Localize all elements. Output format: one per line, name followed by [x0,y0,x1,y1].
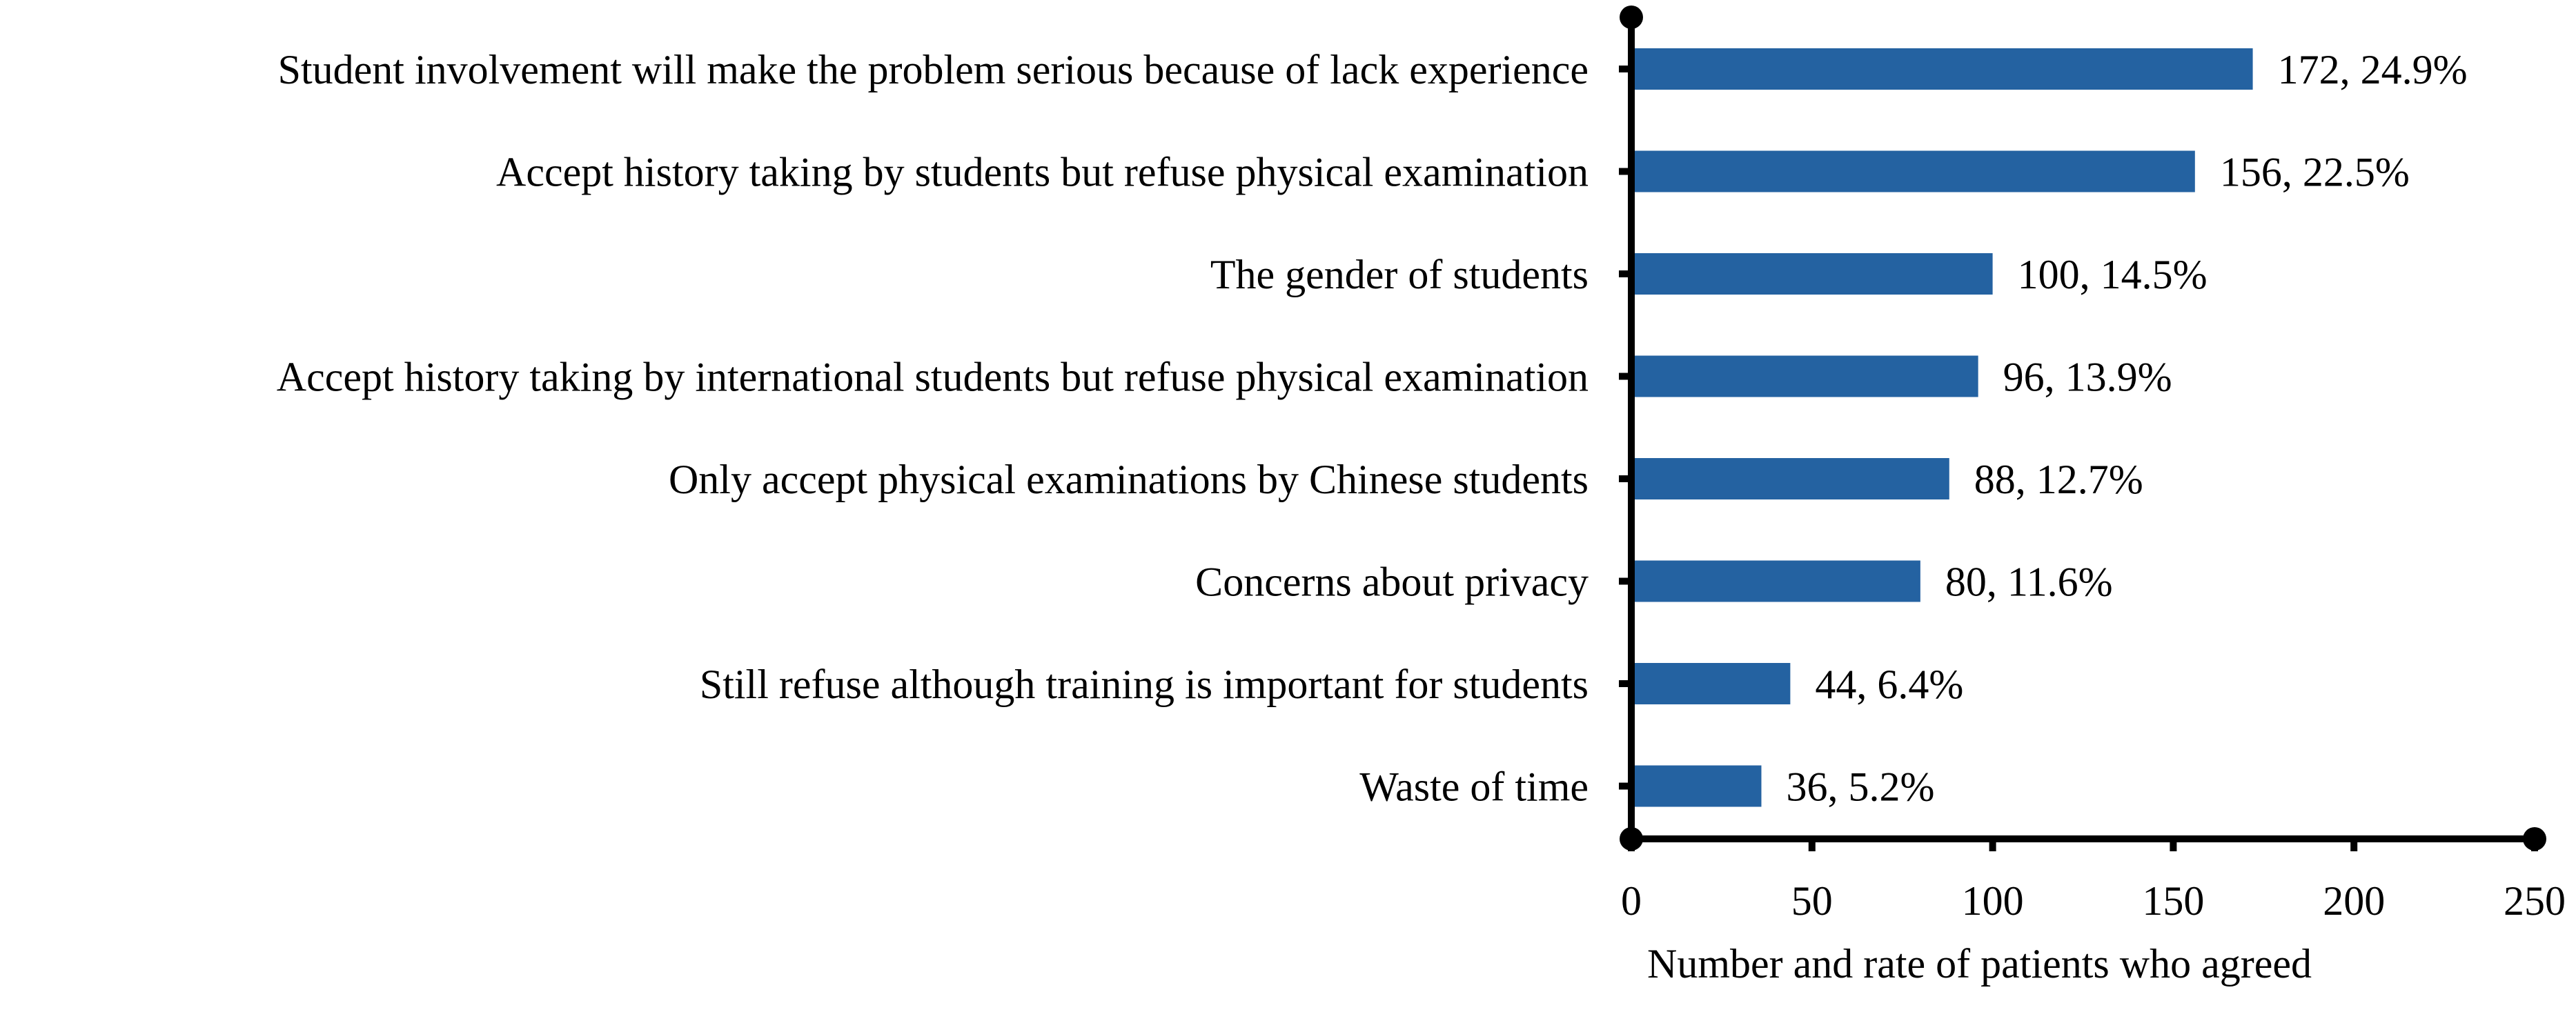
x-tick-label: 200 [2323,878,2385,924]
x-tick-label: 100 [1962,878,2024,924]
category-label: The gender of students [1210,252,1589,297]
labels-layer: Student involvement will make the proble… [277,47,2566,987]
bar [1631,458,1949,499]
x-tick-label: 50 [1791,878,1833,924]
category-label: Only accept physical examinations by Chi… [669,457,1589,502]
category-label: Waste of time [1359,764,1589,810]
category-label: Accept history taking by students but re… [496,150,1589,195]
bar [1631,150,2195,192]
data-label: 80, 11.6% [1945,559,2113,605]
x-tick-label: 250 [2504,878,2566,924]
bar [1631,765,1762,807]
category-label: Student involvement will make the proble… [278,47,1589,92]
x-tick-label: 0 [1621,878,1642,924]
x-tick-label: 150 [2142,878,2204,924]
bar [1631,355,1978,397]
bars-layer [1631,48,2253,807]
bar [1631,560,1920,602]
data-label: 100, 14.5% [2018,252,2208,297]
category-label: Accept history taking by international s… [277,355,1589,400]
data-label: 88, 12.7% [1974,457,2143,502]
bar [1631,48,2253,90]
x-axis-title: Number and rate of patients who agreed [1647,941,2312,987]
data-label: 36, 5.2% [1786,764,1934,810]
data-label: 156, 22.5% [2220,150,2410,195]
data-label: 44, 6.4% [1815,662,1963,707]
category-label: Concerns about privacy [1195,559,1589,605]
data-label: 172, 24.9% [2278,47,2468,92]
bar [1631,663,1791,704]
bar [1631,253,1993,295]
data-label: 96, 13.9% [2003,355,2172,400]
y-axis-end-dot [1620,6,1643,29]
category-label: Still refuse although training is import… [700,662,1589,707]
axes-layer [1619,6,2546,851]
